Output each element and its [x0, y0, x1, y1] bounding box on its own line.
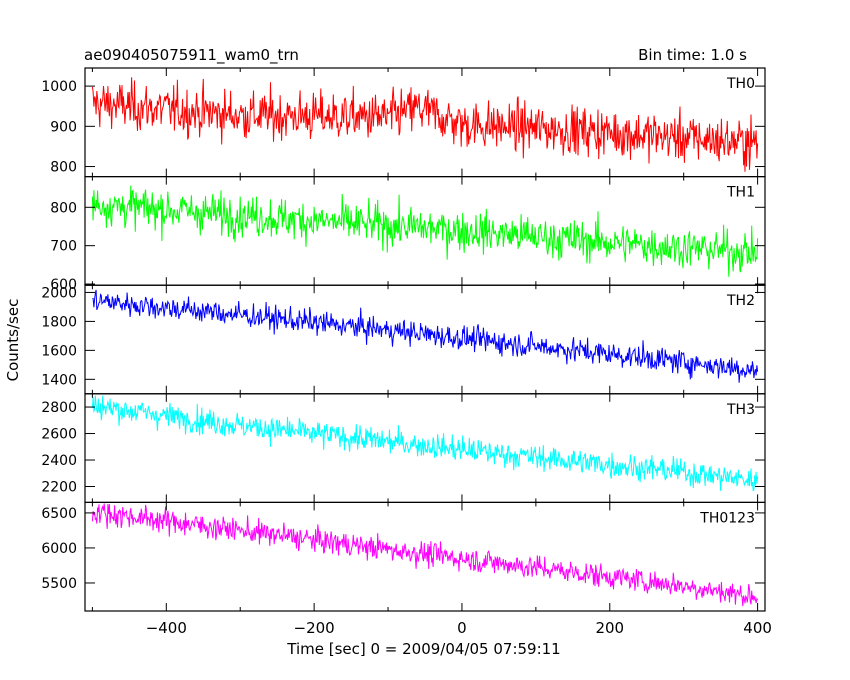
x-tick-label: 0 [457, 619, 467, 637]
y-tick-label: 1600 [41, 343, 77, 359]
y-tick-label: 1000 [41, 79, 77, 95]
y-tick-label: 800 [50, 160, 77, 176]
y-tick-label: 2400 [41, 453, 77, 469]
series-line-th0123 [91, 503, 759, 607]
y-tick-label: 700 [50, 239, 77, 255]
chart-title-right: Bin time: 1.0 s [638, 46, 747, 64]
y-tick-label: 2800 [41, 400, 77, 416]
y-tick-label: 1800 [41, 314, 77, 330]
panel-label-th0: TH0 [726, 76, 755, 92]
series-line-th3 [91, 395, 759, 492]
series-line-th0 [91, 77, 759, 172]
series-line-th1 [91, 185, 759, 277]
y-tick-label: 2000 [41, 285, 77, 301]
y-tick-label: 6500 [41, 506, 77, 522]
x-tick-label: 400 [743, 619, 772, 637]
panel-label-th2: TH2 [726, 293, 755, 309]
panel-frame-th1 [84, 176, 766, 286]
panel-label-th1: TH1 [726, 185, 755, 201]
x-axis-label: Time [sec] 0 = 2009/04/05 07:59:11 [286, 640, 560, 658]
y-tick-label: 6000 [41, 541, 77, 557]
y-tick-label: 2200 [41, 480, 77, 496]
y-axis-label: Counts/sec [4, 299, 22, 382]
chart-title-left: ae090405075911_wam0_trn [84, 46, 299, 65]
x-tick-label: 200 [595, 619, 624, 637]
y-tick-label: 800 [50, 200, 77, 216]
series-line-th2 [92, 289, 759, 383]
x-tick-label: −200 [294, 619, 335, 637]
panel-label-th0123: TH0123 [699, 510, 755, 526]
y-tick-label: 2600 [41, 427, 77, 443]
y-tick-label: 900 [50, 119, 77, 135]
panel-frame-th0123 [84, 501, 766, 612]
panel-frame-th2 [84, 284, 766, 395]
panel-label-th3: TH3 [726, 402, 755, 418]
y-tick-label: 600 [50, 277, 77, 293]
panels-group: TH0 800 900 1000 TH1 600 700 800 TH2 1400 1600 1800… [41, 67, 772, 637]
y-tick-label: 1400 [41, 372, 77, 388]
x-tick-label: −400 [146, 619, 187, 637]
y-tick-label: 5500 [41, 576, 77, 592]
